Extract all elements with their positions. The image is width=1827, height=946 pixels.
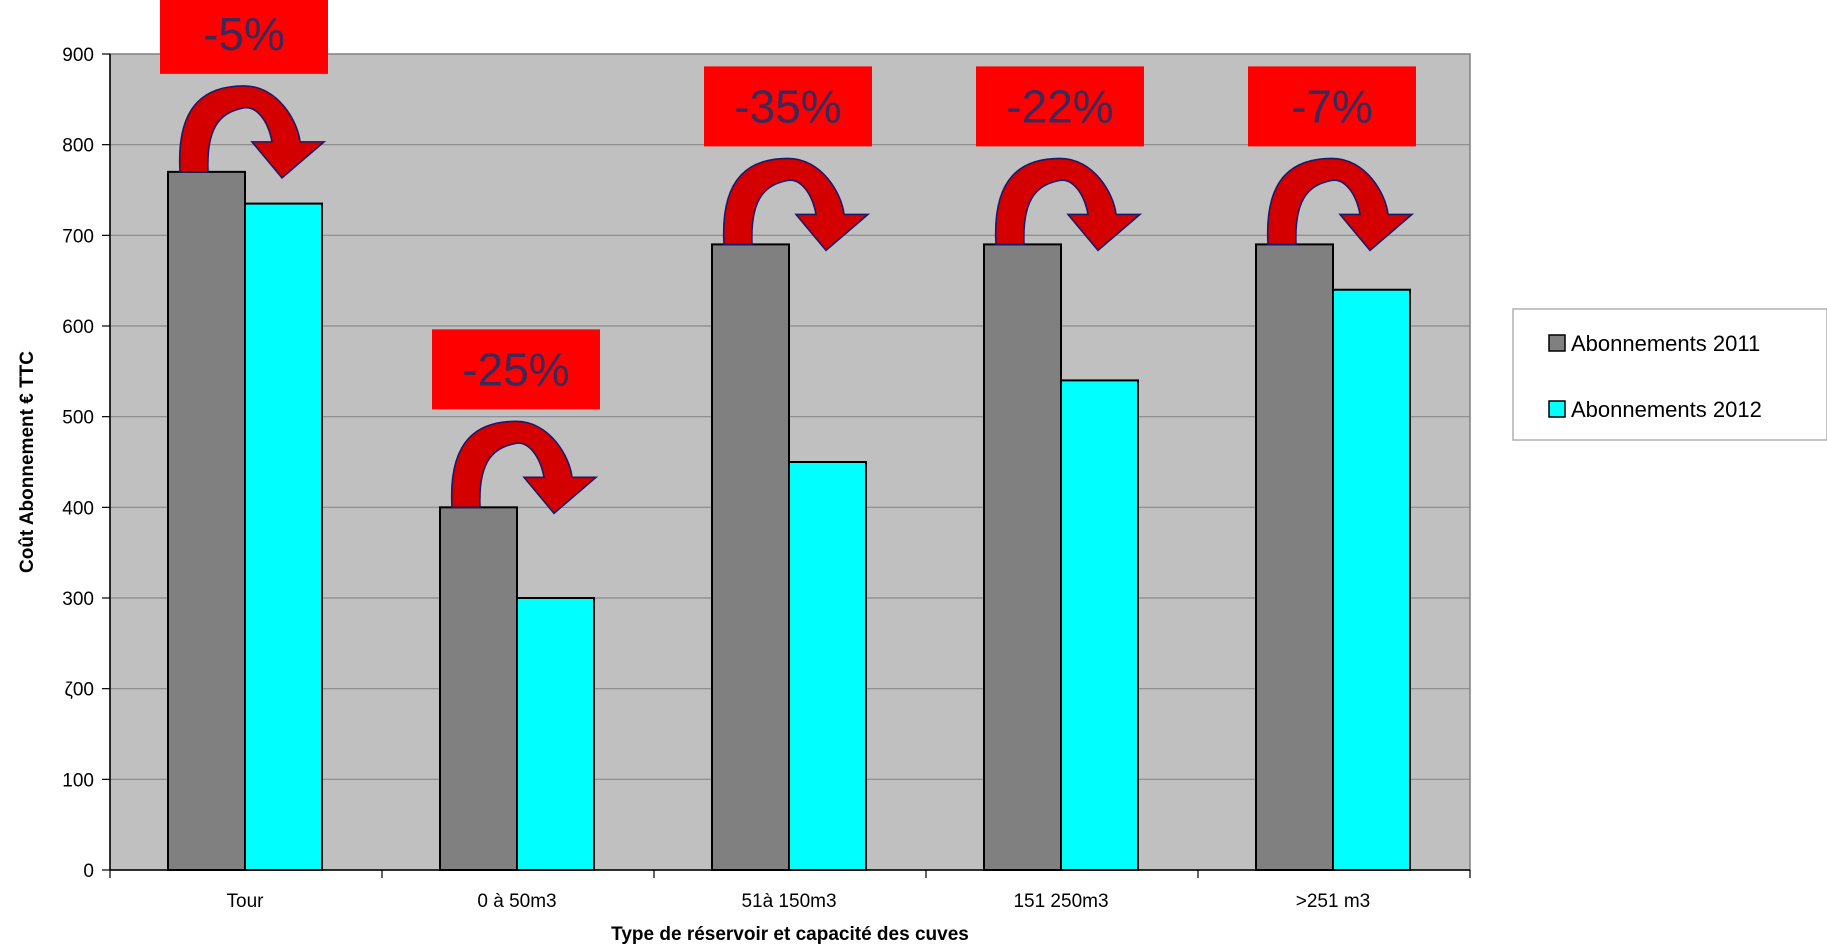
legend: Abonnements 2011 Abonnements 2012 [1512,308,1827,441]
change-badges: -5% -25% -35% -22% -7% [160,0,1416,410]
y-tick-label: 500 [62,408,94,429]
bars [167,170,1411,872]
change-badge-label: -22% [1006,80,1113,132]
bar-2011 [1255,243,1334,871]
change-badge [976,66,1144,147]
y-tick-label: ζ00 [64,680,94,701]
y-tick-label: 900 [62,45,94,66]
y-tick-label: 0 [83,861,94,882]
curved-arrow-icon [994,157,1143,252]
y-tick-label: 300 [62,589,94,610]
y-tick-label: 600 [62,317,94,338]
curved-arrow-icon [1266,157,1415,252]
bar-2011 [983,243,1062,871]
legend-swatch-2011 [1548,334,1566,352]
bar-2011 [711,243,790,871]
bar-2012 [516,597,595,871]
change-badge-label: -5% [203,8,285,60]
curved-arrow-icon [178,85,327,180]
x-tick-label: >251 m3 [1296,891,1370,912]
x-tick-label: 51à 150m3 [741,891,836,912]
y-tick-label: 400 [62,498,94,519]
change-badge-label: -7% [1291,80,1373,132]
change-badge-label: -25% [462,343,569,395]
bar-2012 [1332,288,1411,871]
y-tick-label: 700 [62,226,94,247]
bar-2012 [1060,379,1139,871]
x-axis: Tour 0 à 50m3 51à 150m3 151 250m3 >251 m3 [109,869,1471,912]
bar-2012 [244,202,323,872]
y-axis: 0 100 ζ00 300 400 500 600 700 800 900 [62,45,111,882]
x-tick-label: Tour [227,891,265,912]
change-badge [1248,66,1416,147]
change-badge [704,66,872,147]
change-arrows [178,85,1415,515]
y-tick-label: 100 [62,770,94,791]
curved-arrow-icon [722,157,871,252]
curved-arrow-icon [450,420,599,515]
legend-label-2011: Abonnements 2011 [1571,331,1760,356]
x-axis-title: Type de réservoir et capacité des cuves [611,924,969,945]
y-tick-label: 800 [62,136,94,157]
legend-swatch-2012 [1548,400,1566,418]
bar-2011 [439,506,518,871]
legend-box [1512,308,1827,441]
y-axis-title: Coût Abonnement € TTC [17,351,38,573]
bar-2012 [788,461,867,871]
bar-2011 [167,170,246,872]
change-badge [432,329,600,410]
change-badge-label: -35% [734,80,841,132]
legend-label-2012: Abonnements 2012 [1571,397,1762,422]
x-tick-label: 151 250m3 [1013,891,1108,912]
x-tick-label: 0 à 50m3 [477,891,556,912]
change-badge [160,0,328,74]
